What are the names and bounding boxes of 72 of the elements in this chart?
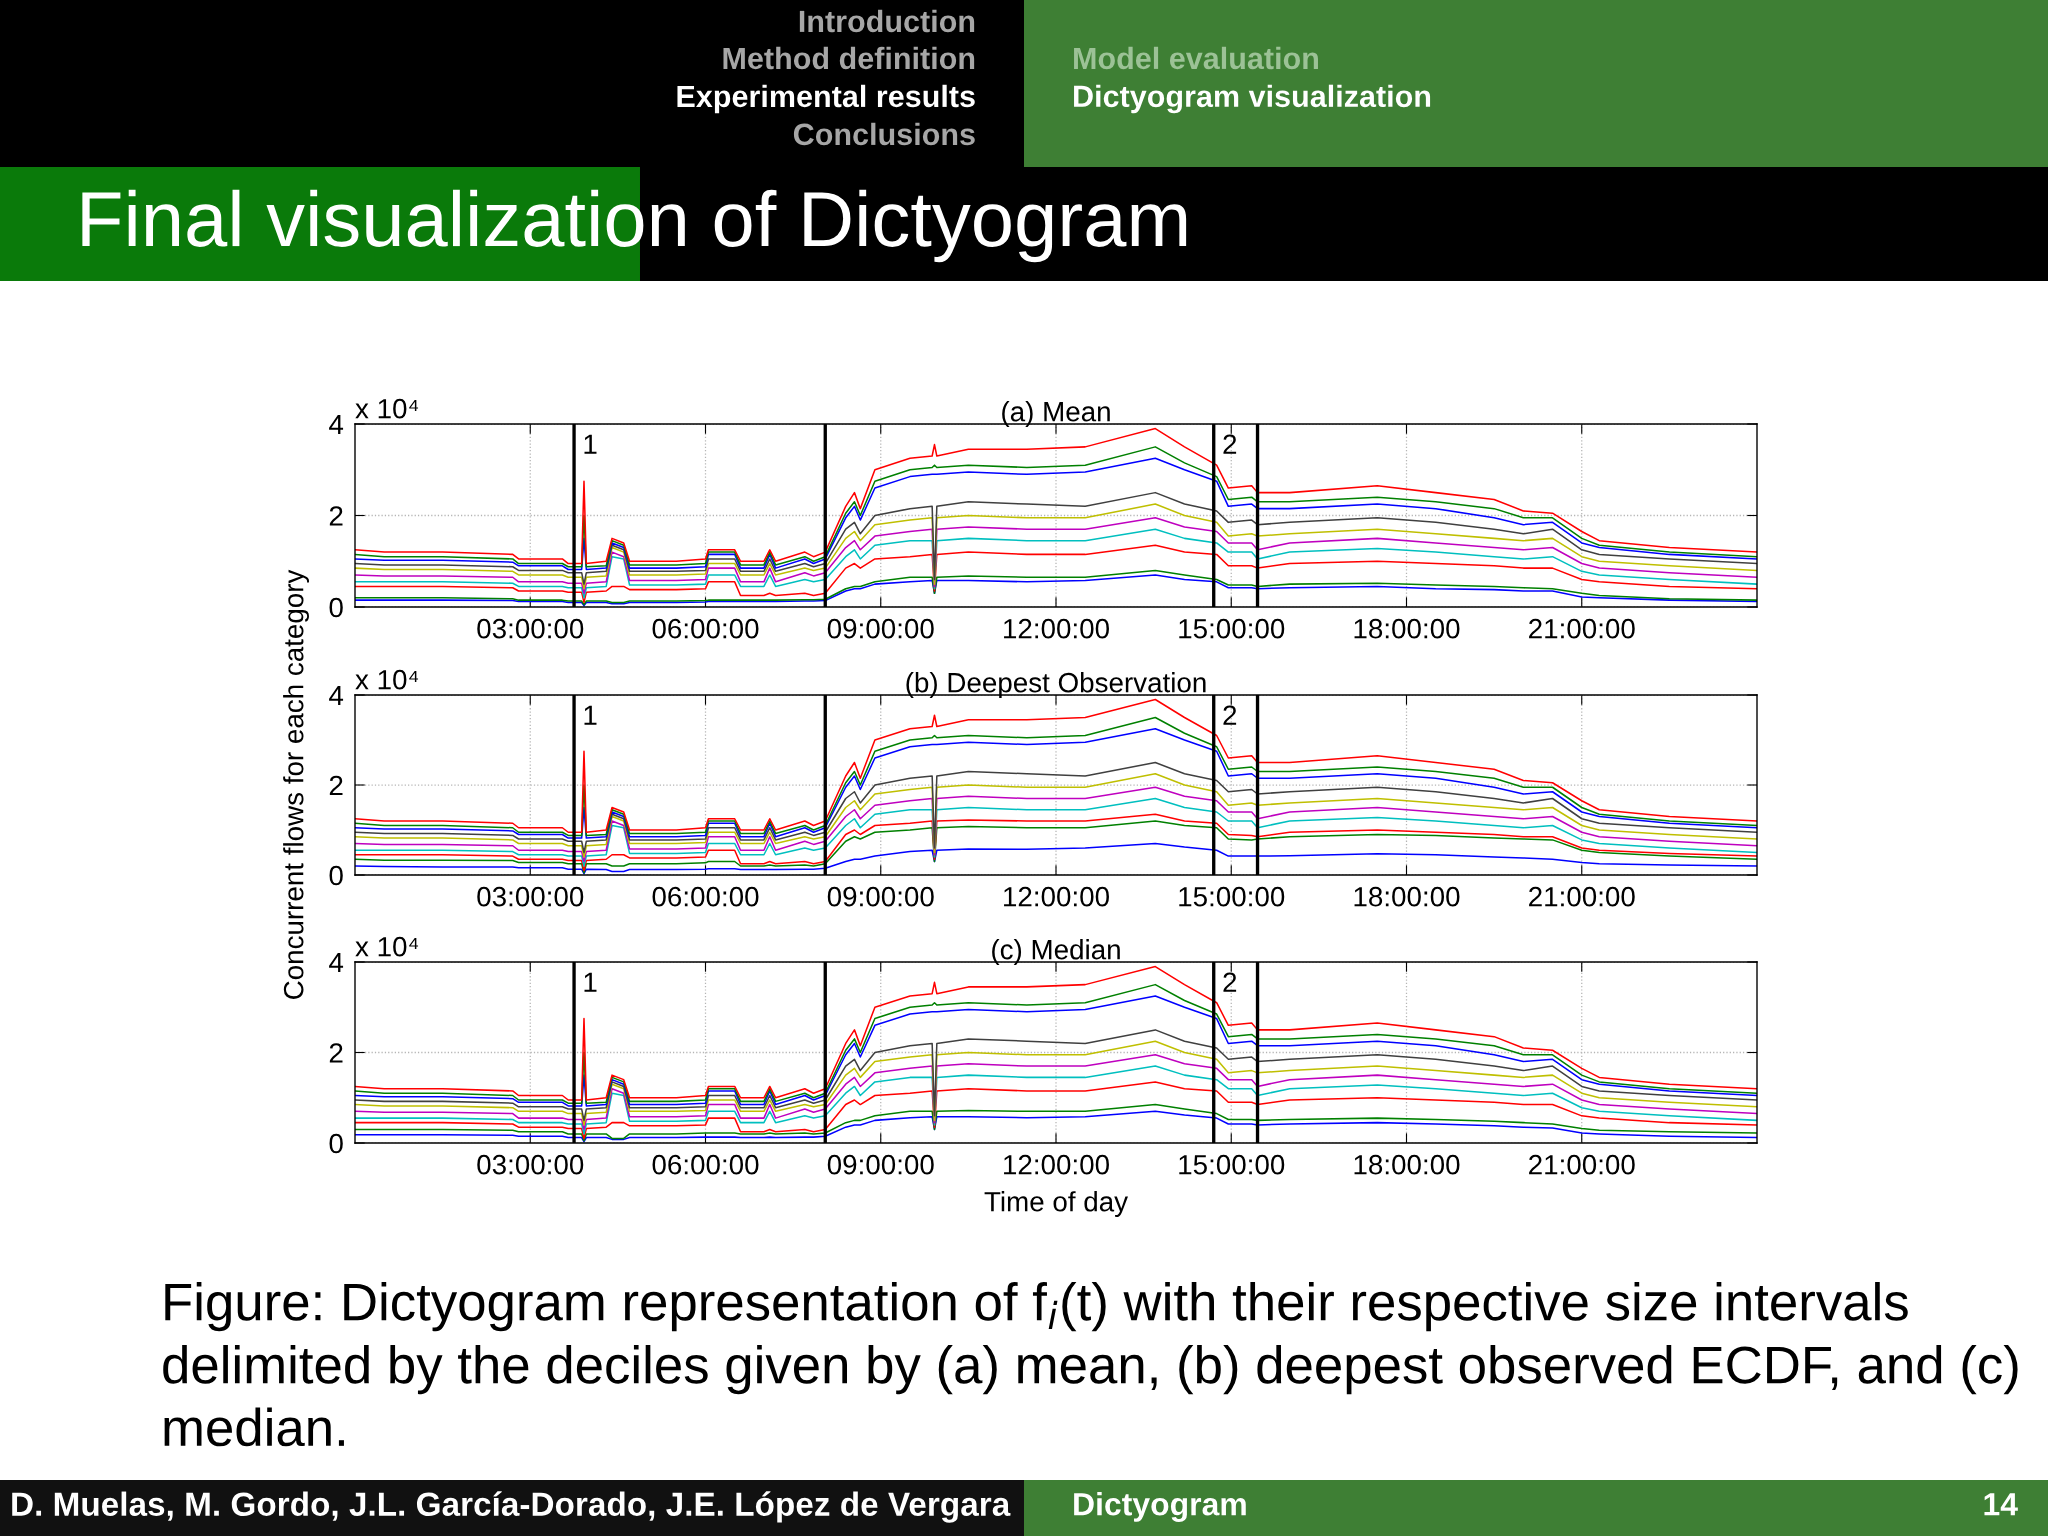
line-series (355, 427, 1757, 565)
y-tick-label: 2 (329, 1043, 343, 1063)
chart-title: (c) Median (992, 939, 1120, 965)
x-tick-label: 12:00:00 (1004, 618, 1109, 639)
line-series (355, 797, 1757, 867)
line-series (355, 1065, 1757, 1135)
x-tick-label: 12:00:00 (1004, 1154, 1109, 1175)
text: Conclusions (793, 122, 975, 146)
x-tick-label: 09:00:00 (827, 1154, 934, 1175)
text: Final visualization of Dictyogram (82, 189, 1187, 263)
y-tick-label: 0 (329, 865, 343, 886)
line-series (355, 786, 1757, 863)
text: Figure: Dictyogram representation of f$_{i}$(t) with their respective size intervals delimited by the deciles given by (a) mean, (b) deepest observed ECDF, and (c) median. (163, 1282, 2018, 1447)
y-tick-label: 0 (329, 597, 343, 618)
annotation: 1 (584, 434, 597, 454)
line-series (355, 528, 1757, 599)
text: Introduction (799, 9, 975, 33)
annotation: 1 (584, 705, 597, 725)
text: Dictyogram (1074, 1492, 1246, 1522)
x-tick-label: 06:00:00 (652, 886, 759, 907)
y-tick-label: 0 (329, 1133, 343, 1154)
line-series (355, 517, 1757, 595)
x-tick-label: 03:00:00 (477, 1154, 584, 1175)
x-tick-label: 06:00:00 (652, 1154, 759, 1175)
x-tick-label: 03:00:00 (477, 886, 584, 907)
x-tick-label: 03:00:00 (477, 618, 584, 639)
text: Dictyogram visualization (1074, 84, 1431, 114)
x-tick-label: 15:00:00 (1179, 618, 1285, 639)
line-series (355, 491, 1757, 585)
x-axis-title: Time of day (984, 1191, 1128, 1218)
x-tick-label: 15:00:00 (1179, 886, 1285, 907)
line-series (355, 1053, 1757, 1131)
x-tick-label: 18:00:00 (1354, 886, 1460, 907)
x-tick-label: 21:00:00 (1529, 1154, 1635, 1175)
line-series (355, 761, 1757, 854)
annotation: 2 (1223, 705, 1237, 725)
x-tick-label: 12:00:00 (1004, 886, 1109, 907)
y-tick-label: 4 (329, 952, 344, 973)
text: Experimental results (677, 84, 975, 114)
line-series (355, 544, 1757, 604)
text: Method definition (723, 46, 975, 70)
line-series (355, 1029, 1757, 1122)
line-series (355, 772, 1757, 858)
annotation: 2 (1223, 434, 1237, 454)
y-tick-label: 2 (329, 775, 343, 796)
line-series (355, 965, 1757, 1101)
chart-title: (a) Mean (1002, 401, 1110, 427)
x-tick-label: 09:00:00 (827, 886, 934, 907)
text: D. Muelas, M. Gordo, J.L. García-Dorado, J.E. López de Vergara (12, 1491, 1011, 1523)
text: 14 (1984, 1493, 2018, 1516)
x-tick-label: 21:00:00 (1529, 618, 1635, 639)
x-tick-label: 09:00:00 (827, 618, 934, 639)
x-tick-label: 21:00:00 (1529, 886, 1635, 907)
y-axis-title: Concurrent flows for each category (283, 569, 309, 999)
line-series (355, 1081, 1757, 1140)
x-tick-label: 18:00:00 (1354, 1154, 1460, 1175)
text: Model evaluation (1074, 46, 1318, 70)
text: x 10⁴ (355, 398, 419, 419)
y-tick-label: 4 (329, 414, 344, 435)
x-tick-label: 06:00:00 (652, 618, 759, 639)
annotation: 2 (1223, 972, 1237, 992)
chart-title: (b) Deepest Observation (906, 672, 1206, 698)
line-series (355, 503, 1757, 590)
line-series (355, 698, 1757, 834)
y-tick-label: 4 (329, 685, 344, 706)
y-tick-label: 2 (329, 506, 343, 526)
text: x 10⁴ (355, 936, 419, 957)
line-series (355, 1040, 1757, 1126)
text: x 10⁴ (355, 669, 419, 690)
x-tick-label: 18:00:00 (1354, 618, 1460, 639)
x-tick-label: 15:00:00 (1179, 1154, 1285, 1175)
annotation: 1 (584, 972, 597, 992)
